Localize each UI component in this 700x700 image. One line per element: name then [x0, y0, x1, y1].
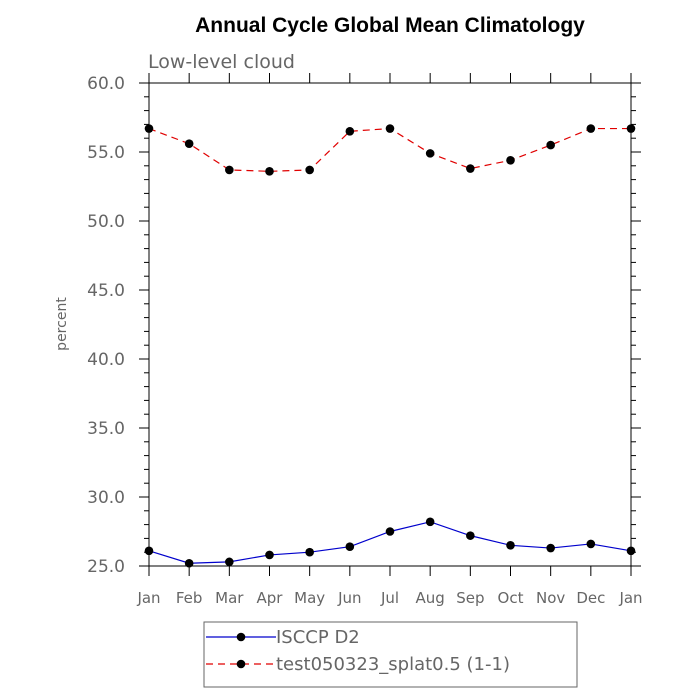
y-tick-label: 50.0 — [87, 212, 125, 232]
y-tick-label: 30.0 — [87, 488, 125, 508]
x-axis: Jan Feb Mar Apr May Jun Jul Aug Sep Oct Nov Dec Jan — [136, 73, 643, 607]
legend: ISCCP D2 test050323_splat0.5 (1-1) — [203, 621, 578, 688]
x-tick-label: Apr — [257, 589, 284, 607]
x-tick-label: Nov — [536, 589, 565, 607]
x-tick-label: Dec — [576, 589, 605, 607]
y-tick-label: 25.0 — [87, 557, 125, 577]
y-tick-label: 45.0 — [87, 281, 125, 301]
y-tick-label: 60.0 — [87, 74, 125, 94]
series-1-point — [225, 165, 234, 175]
series-0-point — [626, 546, 636, 556]
chart-subtitle: Low-level cloud — [148, 51, 295, 73]
series-0-point — [345, 542, 355, 551]
series-layer — [144, 124, 636, 568]
series-0-point — [265, 550, 274, 560]
series-1-point — [305, 165, 314, 175]
legend-label-isccp: ISCCP D2 — [276, 627, 360, 648]
series-0-point — [586, 539, 596, 549]
series-0-point — [546, 543, 555, 553]
series-0-point — [425, 517, 435, 527]
x-tick-label: Aug — [416, 589, 445, 607]
series-1-point — [466, 164, 475, 173]
series-0-point — [144, 546, 154, 556]
series-1-point — [184, 139, 194, 149]
y-axis-label: percent — [54, 297, 70, 351]
series-1-point — [506, 155, 515, 165]
x-tick-label: Jan — [136, 589, 160, 607]
legend-marker-test — [236, 659, 246, 669]
series-line-1 — [148, 127, 631, 172]
series-1-point — [345, 127, 355, 136]
series-1-point — [144, 124, 154, 133]
x-tick-label: Jul — [380, 589, 399, 607]
x-tick-label: Sep — [456, 589, 484, 607]
series-1-point — [265, 167, 274, 176]
y-tick-label: 40.0 — [87, 350, 125, 370]
legend-frame — [203, 621, 578, 688]
chart-title: Annual Cycle Global Mean Climatology — [195, 14, 585, 37]
series-1-point — [425, 149, 435, 158]
series-0-point — [225, 557, 234, 567]
series-1-point — [626, 124, 636, 133]
minor-ticks — [144, 96, 636, 553]
x-tick-label: May — [294, 589, 325, 607]
series-1-point — [385, 124, 395, 133]
plot-frame — [148, 82, 632, 567]
y-tick-label: 35.0 — [87, 419, 125, 439]
x-tick-label: Mar — [215, 589, 244, 607]
series-0-point — [506, 541, 515, 550]
x-tick-label: Jan — [618, 589, 642, 607]
series-1-point — [586, 124, 596, 133]
y-tick-label: 55.0 — [87, 143, 125, 163]
x-tick-label: Jun — [337, 589, 361, 607]
series-1-point — [546, 140, 555, 150]
series-0-point — [466, 531, 475, 540]
legend-label-test: test050323_splat0.5 (1-1) — [276, 654, 510, 675]
x-tick-label: Feb — [176, 589, 203, 607]
y-axis: 25.0 30.0 35.0 40.0 45.0 50.0 55.0 60.0 — [87, 74, 641, 577]
series-0-point — [385, 527, 395, 536]
series-0-point — [184, 558, 194, 568]
legend-marker-isccp — [236, 632, 246, 642]
series-0-point — [305, 547, 314, 557]
x-tick-label: Oct — [498, 589, 524, 607]
